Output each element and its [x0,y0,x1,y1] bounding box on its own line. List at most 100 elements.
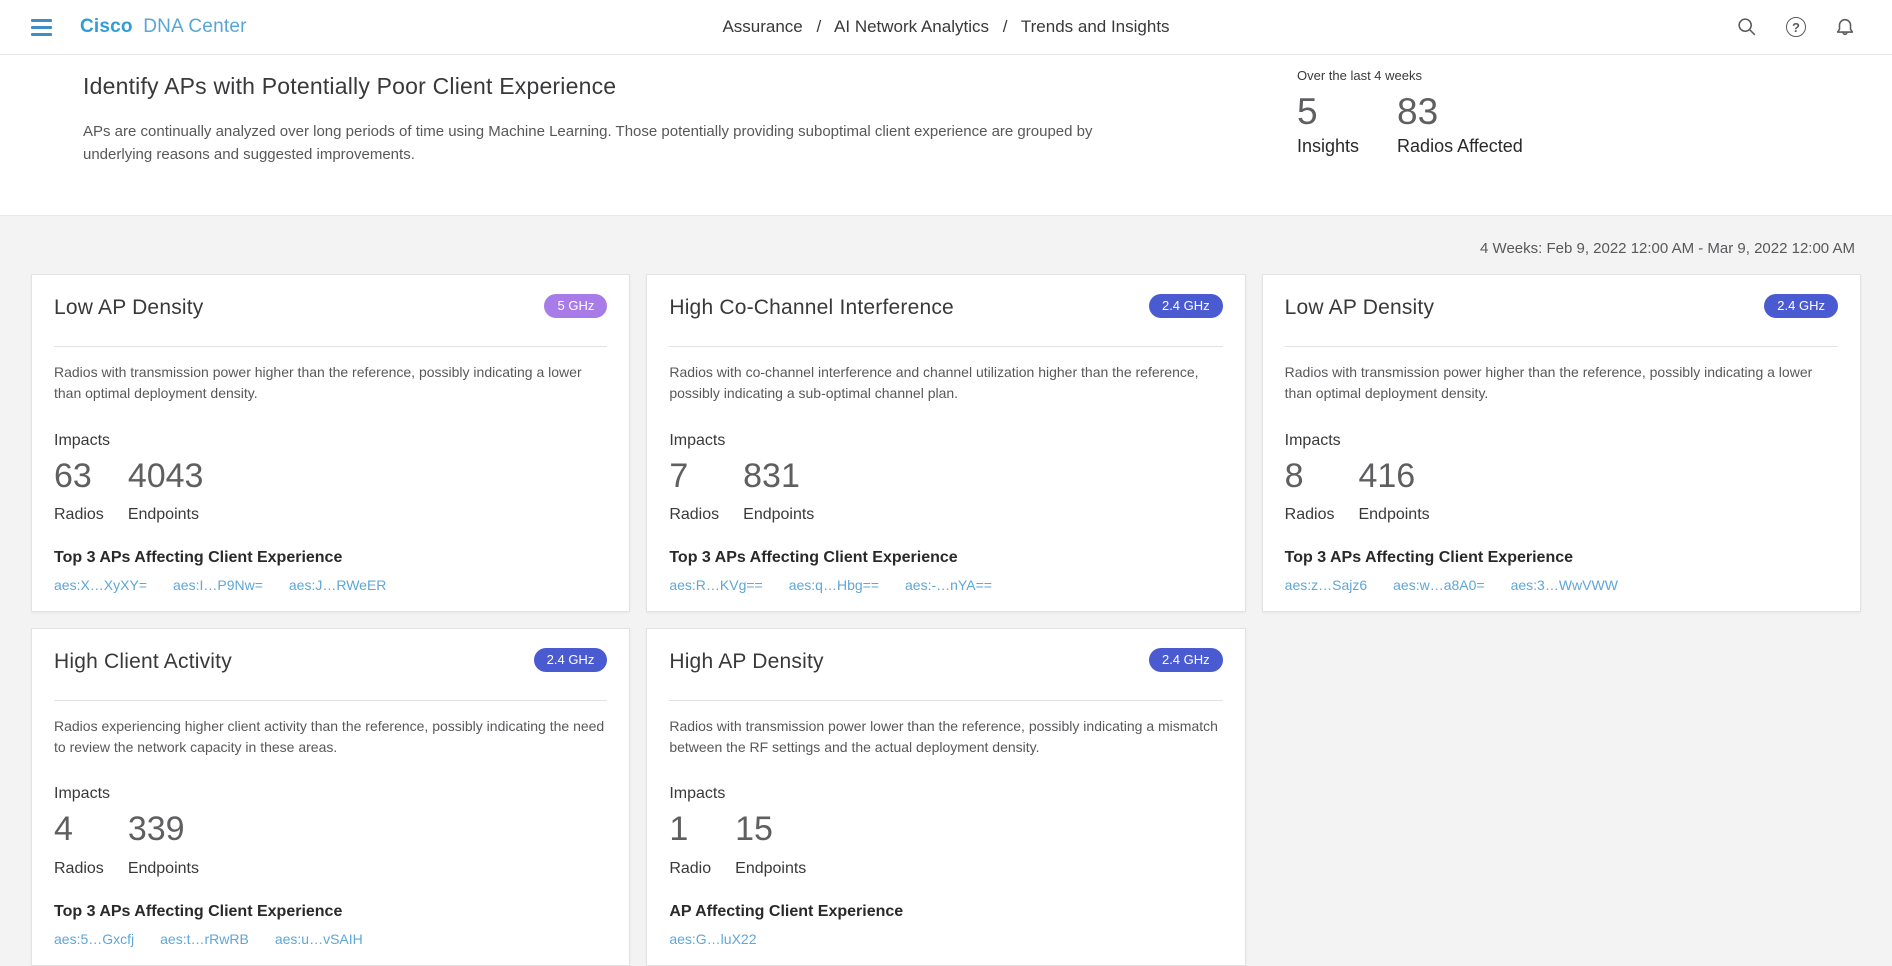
radios-value: 4 [54,810,73,849]
ap-link[interactable]: aes:J…RWeER [288,576,387,593]
top-navbar: Cisco DNA Center Assurance / AI Network … [0,0,1892,55]
radios-stat: 8 Radios [1284,456,1335,524]
card-description: Radios with transmission power lower tha… [669,717,1218,756]
help-icon[interactable]: ? [1785,16,1807,38]
endpoints-stat: 339 Endpoints [128,811,199,877]
endpoints-label: Endpoints [735,859,807,877]
radios-stat: 4 Radios [54,811,104,877]
page-title: Identify APs with Potentially Poor Clien… [83,73,617,99]
radios-value: 1 [669,810,689,849]
radios-stat: 63 Radios [54,456,104,524]
radios-label: Radios [669,505,720,523]
ap-link[interactable]: aes:5…Gxcfj [54,930,135,947]
ap-link[interactable]: aes:R…KVg== [669,576,763,593]
aps-heading: Top 3 APs Affecting Client Experience [54,902,343,920]
date-range-label: 4 Weeks: Feb 9, 2022 12:00 AM - Mar 9, 2… [1480,240,1855,257]
endpoints-value: 831 [743,456,800,495]
card-title: High Co-Channel Interference [669,296,954,319]
endpoints-value: 339 [127,810,185,849]
endpoints-label: Endpoints [127,859,199,877]
breadcrumb-separator: / [1002,17,1008,36]
card-divider [669,699,1223,701]
header-actions: ? [1736,16,1856,38]
card-title: Low AP Density [54,296,204,319]
page-description: APs are continually analyzed over long p… [83,123,1093,164]
band-badge: 2.4 GHz [1148,294,1223,318]
impacts-label: Impacts [669,431,726,449]
insights-section: 4 Weeks: Feb 9, 2022 12:00 AM - Mar 9, 2… [0,215,1892,966]
band-badge: 5 GHz [544,294,608,318]
brand-product: DNA Center [143,16,247,37]
card-description: Radios with co-channel interference and … [669,364,1199,402]
summary-stats: Over the last 4 weeks 5 Insights 83 Radi… [1297,68,1523,157]
band-badge: 2.4 GHz [1148,647,1223,672]
brand-cisco: Cisco [80,16,133,37]
insights-count-label: Insights [1297,135,1360,156]
endpoints-label: Endpoints [127,505,199,523]
insight-card-low-ap-density-5ghz[interactable]: Low AP Density 5 GHz Radios with transmi… [31,274,631,612]
bell-icon[interactable] [1834,16,1856,38]
ap-link[interactable]: aes:-…nYA== [905,576,992,593]
breadcrumb-separator: / [816,17,822,36]
ap-link[interactable]: aes:t…rRwRB [160,930,249,947]
aps-heading: AP Affecting Client Experience [669,902,904,920]
card-description: Radios with transmission power higher th… [54,364,582,402]
endpoints-stat: 831 Endpoints [743,456,815,524]
radios-label: Radios [1284,505,1335,523]
insights-count-stat: 5 Insights [1297,91,1360,157]
radios-value: 7 [669,456,689,495]
insight-card-high-ap-density[interactable]: High AP Density 2.4 GHz Radios with tran… [646,627,1246,966]
endpoints-stat: 15 Endpoints [735,811,806,877]
endpoints-value: 4043 [127,456,204,495]
breadcrumb-ai-network-analytics[interactable]: AI Network Analytics [834,17,989,36]
impacts-label: Impacts [1284,431,1341,449]
aps-heading: Top 3 APs Affecting Client Experience [669,548,958,566]
summary-period-label: Over the last 4 weeks [1297,68,1422,83]
insight-cards-grid: Low AP Density 5 GHz Radios with transmi… [31,274,1861,966]
aps-heading: Top 3 APs Affecting Client Experience [54,548,343,566]
impacts-label: Impacts [669,785,726,803]
radios-stat: 7 Radios [669,456,720,524]
endpoints-value: 15 [735,810,773,849]
radios-affected-value: 83 [1397,91,1439,132]
ap-link[interactable]: aes:w…a8A0= [1393,576,1485,593]
radios-stat: 1 Radio [669,811,711,877]
radios-label: Radio [669,859,712,877]
endpoints-stat: 416 Endpoints [1358,456,1430,524]
radios-value: 8 [1284,456,1304,495]
breadcrumb-trends-and-insights[interactable]: Trends and Insights [1020,17,1170,36]
radios-affected-stat: 83 Radios Affected [1397,91,1523,157]
breadcrumb: Assurance / AI Network Analytics / Trend… [722,17,1169,37]
radios-value: 63 [54,456,92,495]
ap-link[interactable]: aes:z…Sajz6 [1284,576,1368,593]
insight-card-high-co-channel-interference[interactable]: High Co-Channel Interference 2.4 GHz Rad… [646,274,1246,612]
menu-icon[interactable] [31,18,52,36]
ap-link[interactable]: aes:G…luX22 [669,930,757,947]
endpoints-label: Endpoints [743,505,815,523]
insight-card-high-client-activity[interactable]: High Client Activity 2.4 GHz Radios expe… [31,627,631,966]
endpoints-value: 416 [1358,456,1416,495]
ap-link[interactable]: aes:X…XyXY= [54,576,147,593]
insight-card-low-ap-density-24ghz[interactable]: Low AP Density 2.4 GHz Radios with trans… [1261,274,1861,612]
ap-link[interactable]: aes:3…WwVWW [1510,576,1618,593]
card-title: High AP Density [669,649,824,673]
ap-link[interactable]: aes:u…vSAIH [274,930,363,947]
band-badge: 2.4 GHz [1764,294,1838,318]
impacts-label: Impacts [54,785,111,803]
breadcrumb-assurance[interactable]: Assurance [722,17,803,36]
brand-logo[interactable]: Cisco DNA Center [80,16,247,38]
card-description: Radios experiencing higher client activi… [54,717,605,756]
card-divider [54,699,608,701]
radios-label: Radios [54,505,104,523]
ap-link[interactable]: aes:q…Hbg== [788,576,880,593]
band-badge: 2.4 GHz [533,647,608,672]
card-description: Radios with transmission power higher th… [1284,364,1813,402]
card-divider [1284,346,1838,347]
radios-label: Radios [54,859,104,877]
ap-link[interactable]: aes:I…P9Nw= [173,576,263,593]
radios-affected-label: Radios Affected [1397,135,1523,156]
search-icon[interactable] [1736,16,1758,38]
impacts-label: Impacts [54,431,111,449]
card-divider [54,346,608,347]
endpoints-label: Endpoints [1358,505,1430,523]
